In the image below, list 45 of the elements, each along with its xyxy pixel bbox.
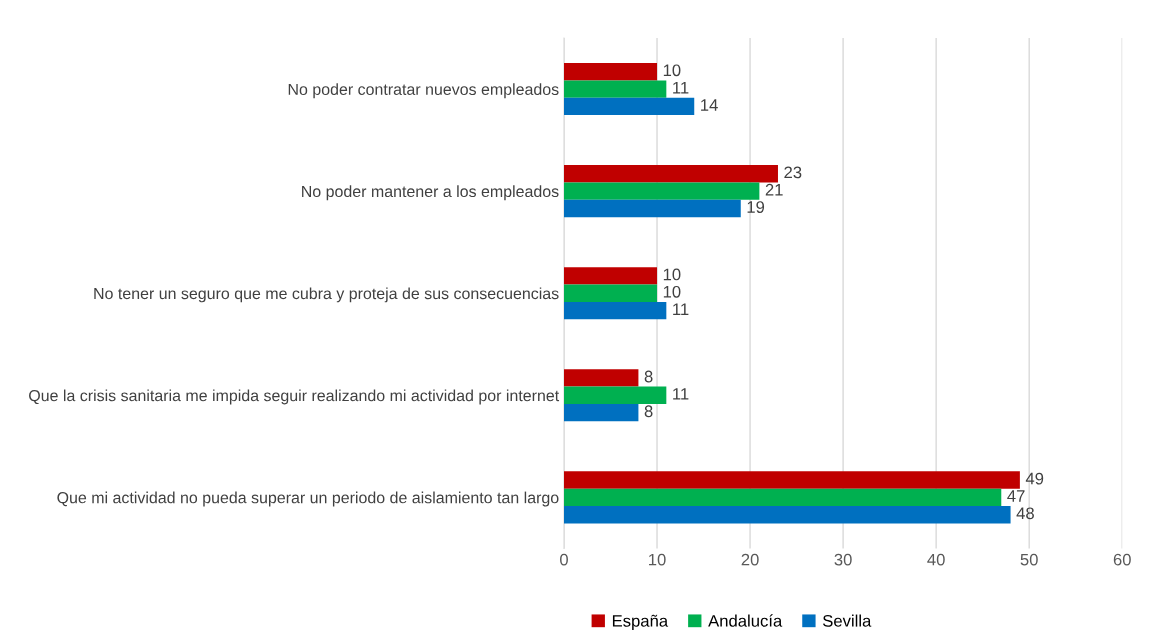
data-label: 10 <box>663 268 681 281</box>
data-label: 23 <box>784 166 802 179</box>
bar <box>563 63 658 81</box>
y-tick-label: No poder mantener a los empleados <box>302 185 559 201</box>
bar <box>563 301 667 320</box>
bar <box>563 506 1011 524</box>
data-label: 47 <box>1007 490 1025 502</box>
bar <box>563 284 658 302</box>
legend-label: España <box>612 614 669 631</box>
bar <box>563 471 1020 489</box>
bar <box>563 386 667 404</box>
legend-label: Andalucía <box>708 614 783 627</box>
bar <box>563 369 639 387</box>
x-tick-label: 20 <box>741 553 759 566</box>
x-tick-label: 60 <box>1113 553 1131 566</box>
x-tick-label: 0 <box>560 553 568 566</box>
x-tick-label: 10 <box>649 553 666 566</box>
bar <box>563 267 658 285</box>
data-label: 11 <box>673 388 689 400</box>
data-label: 19 <box>747 201 765 213</box>
bar <box>563 165 778 183</box>
data-label: 14 <box>701 99 718 111</box>
bar <box>563 97 695 116</box>
bar <box>563 199 741 218</box>
data-label: 10 <box>663 64 681 77</box>
data-label: 11 <box>673 81 689 94</box>
x-tick-label: 30 <box>834 553 852 566</box>
data-label: 48 <box>1016 507 1034 520</box>
data-label: 10 <box>663 285 681 298</box>
data-label: 11 <box>673 303 689 315</box>
data-label: 8 <box>644 370 653 383</box>
y-tick-label: Que mi actividad no pueda superar un periodo de aislamiento tan largo <box>57 491 559 507</box>
bar <box>563 80 667 98</box>
data-label: 49 <box>1025 472 1044 485</box>
data-label: 21 <box>765 183 783 196</box>
y-tick-label: Que la crisis sanitaria me impida seguir realizando mi actividad por internet <box>29 389 560 405</box>
bar <box>563 403 639 422</box>
y-tick-label: No tener un seguro que me cubra y proteja de sus consecuencias <box>94 287 559 303</box>
bar <box>563 488 1002 507</box>
x-tick-label: 50 <box>1020 553 1038 566</box>
y-tick-label: No poder contratar nuevos empleados <box>288 83 559 99</box>
legend-label: Sevilla <box>822 614 872 627</box>
data-label: 8 <box>644 405 653 418</box>
bar <box>563 182 760 200</box>
x-tick-label: 40 <box>927 553 945 566</box>
